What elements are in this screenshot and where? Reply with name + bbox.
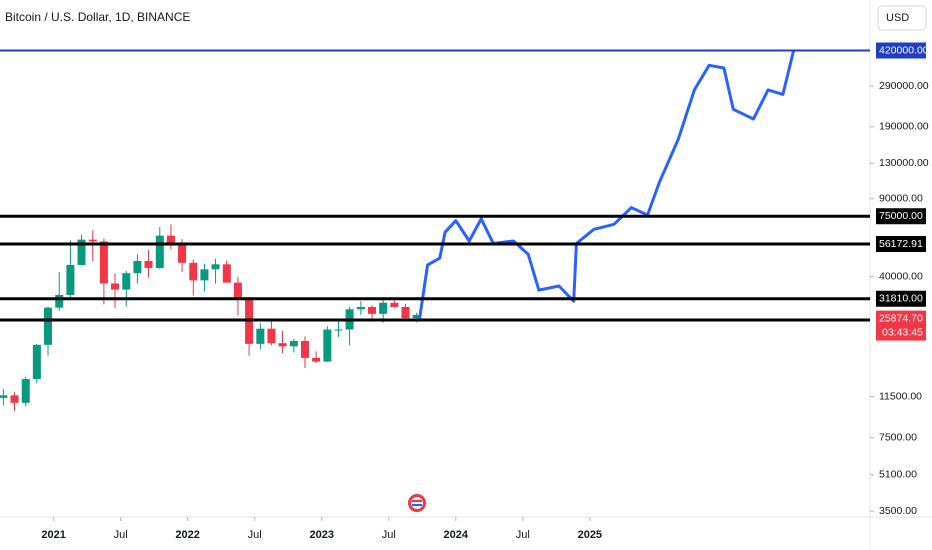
- countdown-label: 03:43:45: [882, 326, 923, 338]
- candle-body: [401, 306, 410, 319]
- y-tick-label: 11500.00: [879, 390, 922, 402]
- level-label: 75000.00: [879, 210, 923, 222]
- candle-body: [178, 242, 187, 263]
- level-label: 420000.00: [879, 44, 929, 56]
- candle-body: [267, 328, 276, 344]
- candle-body: [312, 357, 321, 362]
- candle-body: [122, 273, 131, 290]
- candle-body: [77, 239, 86, 265]
- y-tick-label: 3500.00: [879, 505, 917, 517]
- candle-body: [256, 328, 265, 344]
- candle-body: [21, 379, 30, 403]
- candle-body: [0, 395, 8, 398]
- event-icon[interactable]: [408, 494, 426, 512]
- y-tick-label: 5100.00: [879, 469, 917, 481]
- candle-body: [289, 341, 298, 347]
- level-tag: [876, 208, 926, 225]
- candle-body: [10, 395, 19, 403]
- x-tick-label: Jul: [248, 529, 262, 541]
- currency-label[interactable]: USD: [886, 12, 909, 24]
- x-tick-label: Jul: [114, 529, 128, 541]
- candle-body: [99, 241, 108, 284]
- candle-body: [390, 302, 399, 307]
- candle-body: [166, 235, 175, 243]
- symbol-title: Bitcoin / U.S. Dollar, 1D, BINANCE: [5, 10, 190, 24]
- x-tick-label: 2022: [175, 529, 199, 541]
- currency-button[interactable]: [877, 5, 927, 31]
- level-tag: [876, 42, 926, 59]
- candle-body: [88, 239, 97, 242]
- candle-body: [66, 264, 75, 295]
- x-tick-label: 2023: [309, 529, 333, 541]
- candle-body: [356, 306, 365, 310]
- x-tick-label: 2024: [444, 529, 469, 541]
- candle-body: [323, 329, 332, 362]
- candle-body: [379, 302, 388, 314]
- candle-body: [55, 294, 64, 308]
- candle-body: [200, 269, 209, 281]
- y-tick-label: 40000.00: [879, 270, 923, 282]
- last-price-label: 25874.70: [879, 312, 923, 324]
- x-tick-label: Jul: [516, 529, 530, 541]
- candle-body: [211, 264, 220, 270]
- y-tick-label: 290000.00: [879, 80, 929, 92]
- candle-body: [111, 283, 120, 290]
- candle-body: [233, 282, 242, 299]
- candle-body: [300, 341, 309, 358]
- candle-body: [43, 307, 52, 345]
- candle-body: [412, 314, 421, 319]
- candle-body: [32, 344, 41, 380]
- candle-body: [189, 262, 198, 281]
- candle-body: [155, 235, 164, 268]
- level-label: 56172.91: [879, 238, 923, 250]
- candle-body: [133, 260, 142, 274]
- x-tick-label: 2021: [41, 529, 65, 541]
- candle-body: [367, 306, 376, 314]
- x-tick-label: 2025: [578, 529, 602, 541]
- x-tick-label: Jul: [382, 529, 396, 541]
- y-tick-label: 7500.00: [879, 432, 917, 444]
- level-label: 31810.00: [879, 293, 923, 305]
- y-tick-label: 130000.00: [879, 157, 929, 169]
- level-tag: [876, 236, 926, 253]
- last-price-tag: [876, 310, 926, 341]
- projection-line: [418, 50, 796, 319]
- candle-body: [222, 264, 231, 283]
- candle-body: [278, 343, 287, 347]
- y-tick-label: 190000.00: [879, 121, 929, 133]
- candle-body: [144, 260, 153, 268]
- level-tag: [876, 290, 926, 307]
- candle-body: [334, 329, 343, 331]
- y-tick-label: 90000.00: [879, 192, 923, 204]
